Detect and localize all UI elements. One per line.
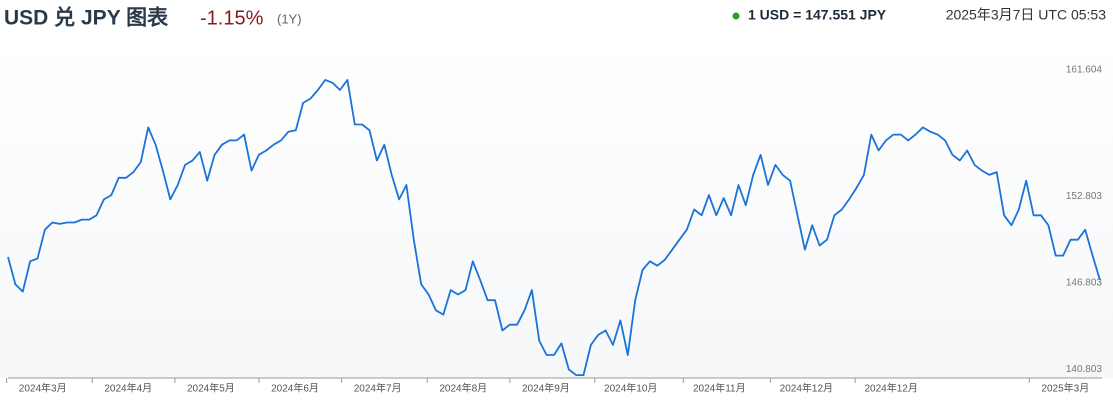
live-dot (732, 12, 740, 20)
x-tick-label: 2024年7月 (354, 382, 402, 395)
x-tick-label: 2024年11月 (693, 382, 746, 395)
price-line (7, 79, 1101, 376)
x-tick-label: 2024年4月 (104, 382, 152, 395)
x-tick-label: 2024年9月 (522, 382, 570, 395)
y-tick-label: 161.604 (1066, 64, 1103, 75)
period: (1Y) (277, 11, 302, 26)
x-tick-label: 2024年6月 (271, 382, 319, 395)
x-tick-label: 2025年3月 (1041, 382, 1089, 395)
y-tick-label: 152.803 (1066, 191, 1103, 202)
x-tick-label: 2024年12月 (865, 382, 918, 395)
y-tick-label: 140.803 (1066, 364, 1103, 375)
quote: 1 USD = 147.551 JPY (748, 7, 887, 23)
chart-title: USD 兑 JPY 图表 (4, 6, 169, 30)
timestamp: 2025年3月7日 UTC 05:53 (946, 7, 1107, 23)
x-tick-label: 2024年10月 (604, 382, 657, 395)
x-tick-label: 2024年5月 (187, 382, 235, 395)
x-tick-label: 2024年8月 (439, 382, 487, 395)
y-tick-label: 146.803 (1066, 278, 1103, 289)
plot-background (0, 40, 1113, 378)
change: -1.15% (200, 7, 264, 29)
x-tick-label: 2024年12月 (780, 382, 833, 395)
x-tick-label: 2024年3月 (19, 382, 67, 395)
